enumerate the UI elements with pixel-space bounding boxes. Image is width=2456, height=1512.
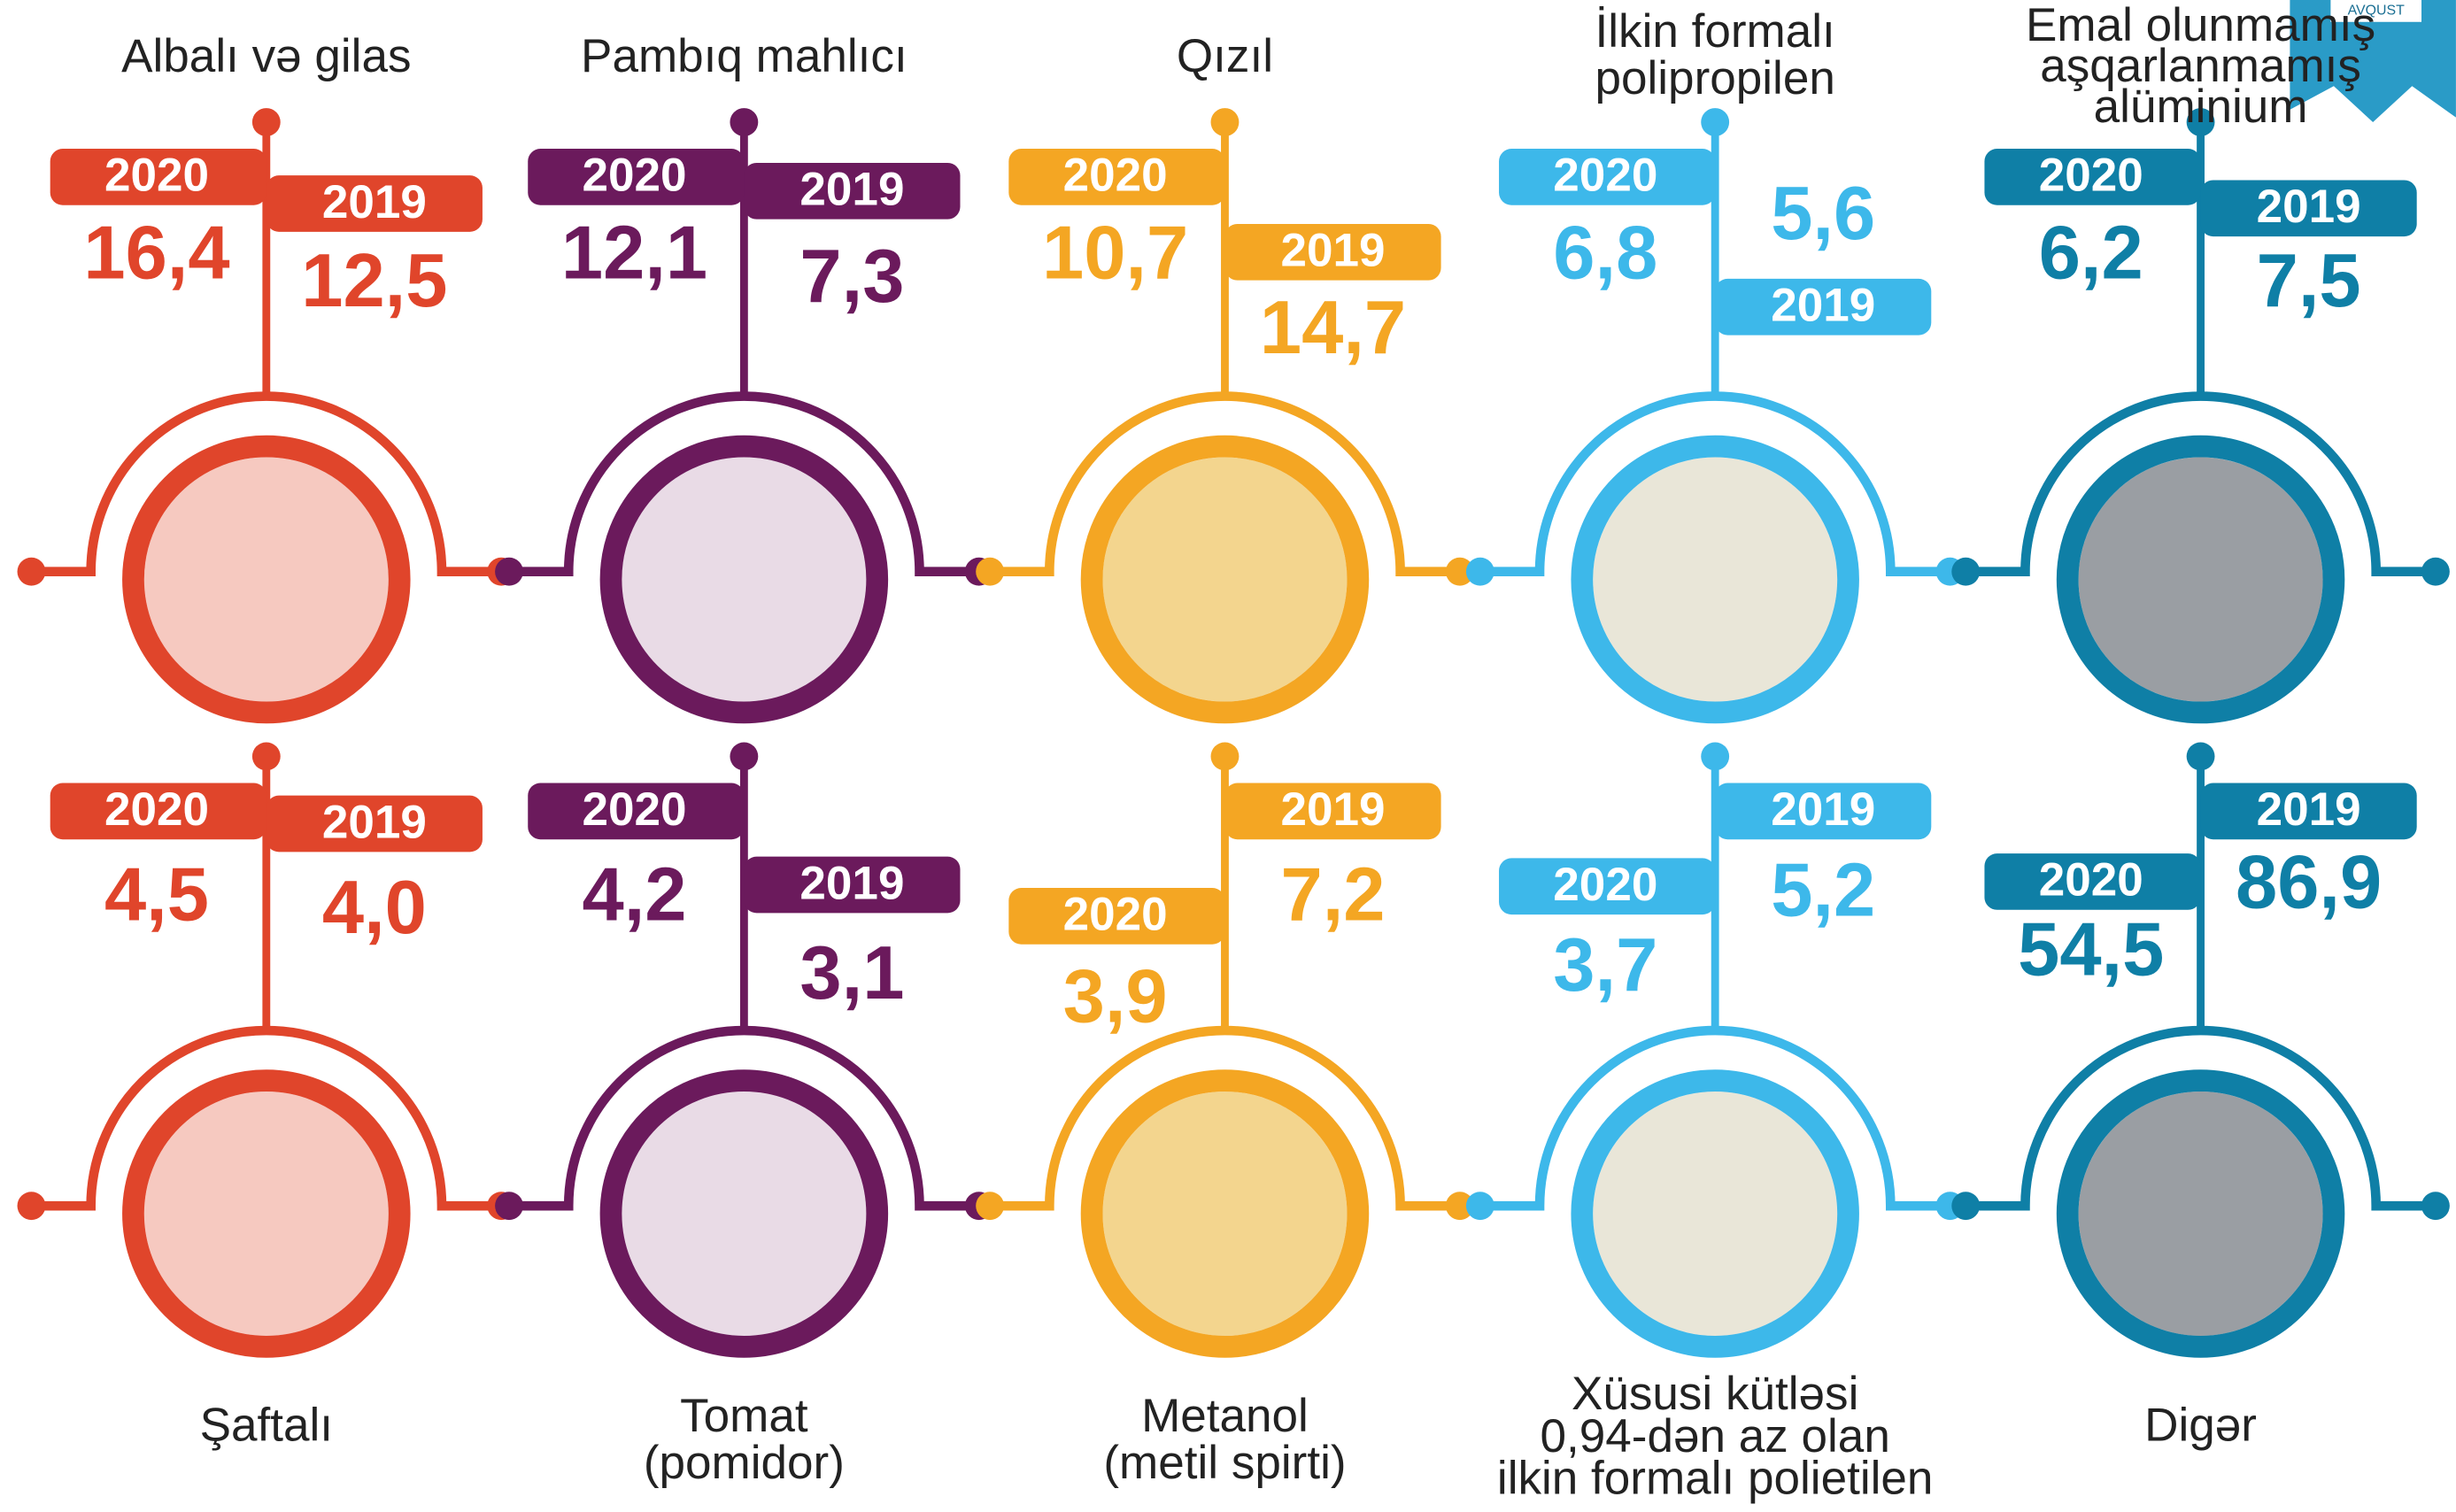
value: 54,5 (2018, 907, 2164, 991)
item-label: polipropilen (1595, 52, 1834, 104)
value: 12,1 (561, 210, 707, 294)
value: 4,2 (583, 852, 687, 937)
year-label: 2020 (1063, 150, 1168, 202)
picture (1593, 1092, 1837, 1336)
year-label: 2019 (322, 176, 427, 228)
value: 4,0 (322, 865, 427, 949)
end-dot (2421, 1192, 2450, 1220)
panel: 2020 16,4 2019 12,5 Albalı və gilas (18, 30, 516, 713)
value: 5,6 (1771, 171, 1875, 255)
value: 4,5 (104, 852, 209, 937)
year-label: 2020 (1553, 150, 1657, 202)
item-label: Şaftalı (200, 1399, 333, 1451)
value: 3,7 (1553, 922, 1657, 1007)
year-label: 2019 (1771, 280, 1875, 332)
end-dot (18, 1192, 46, 1220)
value: 7,2 (1281, 852, 1386, 937)
panel: 2020 4,2 2019 3,1 Tomat(pomidor) (495, 743, 993, 1489)
picture (144, 458, 389, 702)
picture (2079, 458, 2323, 702)
panel: 2020 12,1 2019 7,3 Pambıq mahlıcı (495, 30, 993, 713)
picture (1102, 458, 1347, 702)
value: 14,7 (1260, 285, 1406, 369)
value: 6,2 (2039, 210, 2143, 294)
value: 3,1 (799, 930, 904, 1014)
stem-dot (730, 743, 758, 771)
item-label: (metil spirti) (1103, 1437, 1346, 1489)
year-label: 2020 (104, 783, 209, 836)
year-label: 2019 (1771, 783, 1875, 836)
panel: 2020 3,9 2019 7,2 Metanol(metil spirti) (976, 743, 1474, 1489)
stem-dot (1211, 743, 1240, 771)
value: 6,8 (1553, 210, 1657, 294)
end-dot (18, 558, 46, 586)
item-label: (pomidor) (644, 1437, 845, 1489)
panel: 2020 10,7 2019 14,7 Qızıl (976, 30, 1474, 713)
item-label: Pambıq mahlıcı (581, 30, 907, 82)
stem-dot (2187, 743, 2215, 771)
year-label: 2020 (104, 150, 209, 202)
item-label: alüminium (2094, 81, 2308, 133)
year-label: 2019 (2257, 783, 2361, 836)
year-label: 2019 (1281, 225, 1386, 277)
picture (622, 1092, 866, 1336)
value: 7,3 (799, 234, 904, 318)
end-dot (1466, 1192, 1494, 1220)
year-label: 2019 (799, 164, 904, 216)
stem-dot (1701, 108, 1729, 136)
item-label: Qızıl (1177, 30, 1273, 82)
end-dot (1951, 558, 1980, 586)
year-label: 2020 (583, 783, 687, 836)
item-label: Digər (2144, 1399, 2257, 1451)
item-label: Tomat (680, 1390, 808, 1442)
panel: 2020 4,5 2019 4,0 Şaftalı (18, 743, 516, 1452)
item-label: Albalı və gilas (121, 30, 411, 82)
picture (1593, 458, 1837, 702)
year-label: 2019 (799, 857, 904, 909)
stem-dot (1211, 108, 1240, 136)
value: 86,9 (2236, 839, 2382, 923)
picture (622, 458, 866, 702)
end-dot (1951, 1192, 1980, 1220)
value: 3,9 (1063, 954, 1168, 1038)
year-label: 2020 (2039, 150, 2143, 202)
stem-dot (252, 108, 281, 136)
year-label: 2020 (1553, 859, 1657, 911)
item-label: Metanol (1141, 1390, 1309, 1442)
value: 5,2 (1771, 847, 1875, 931)
year-label: 2019 (322, 796, 427, 848)
value: 7,5 (2257, 238, 2361, 322)
picture (1102, 1092, 1347, 1336)
end-dot (1466, 558, 1494, 586)
end-dot (495, 558, 523, 586)
stem-dot (252, 743, 281, 771)
stem-dot (1701, 743, 1729, 771)
end-dot (495, 1192, 523, 1220)
year-label: 2020 (2039, 854, 2143, 906)
picture (144, 1092, 389, 1336)
item-label: İlkin formalı (1595, 5, 1835, 58)
year-label: 2019 (2257, 181, 2361, 233)
stem-dot (730, 108, 758, 136)
year-label: 2020 (583, 150, 687, 202)
panel: 202054,5 201986,9 Digər (1951, 743, 2450, 1452)
value: 12,5 (301, 238, 447, 322)
year-label: 2020 (1063, 889, 1168, 941)
picture (2079, 1092, 2323, 1336)
infographic: AVQUST 202016,4201912,5Albalı və gilas20… (0, 0, 2456, 1512)
value: 10,7 (1042, 210, 1188, 294)
year-label: 2019 (1281, 783, 1386, 836)
value: 16,4 (83, 210, 229, 294)
item-label: ilkin formalı polietilen (1497, 1453, 1934, 1505)
end-dot (976, 1192, 1004, 1220)
end-dot (2421, 558, 2450, 586)
page: {"badge": "AVQUST", "items": [ {"label":… (0, 0, 2456, 1512)
end-dot (976, 558, 1004, 586)
